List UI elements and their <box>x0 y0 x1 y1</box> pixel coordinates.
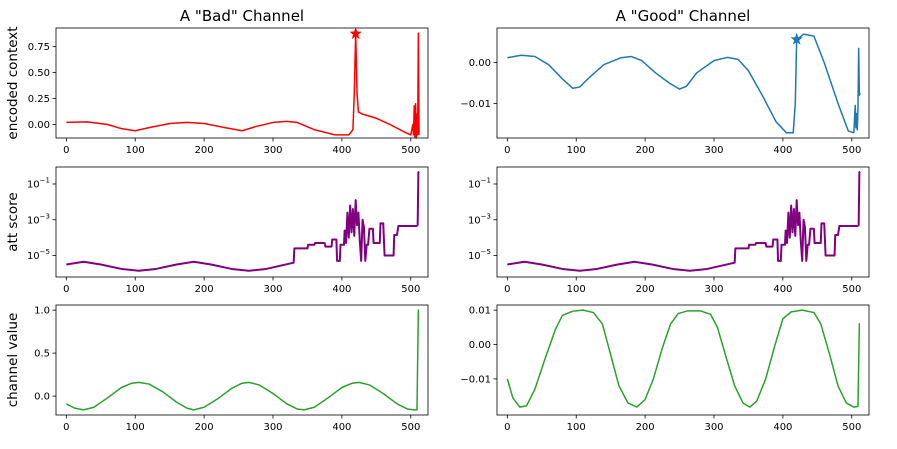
series-line <box>506 309 861 408</box>
series-line <box>66 32 420 139</box>
series-line <box>507 33 861 134</box>
x-tick-label: 100 <box>567 284 586 295</box>
x-tick-label: 500 <box>842 284 861 295</box>
axes-frame <box>496 304 870 416</box>
y-tick-label: 1.0 <box>34 306 50 317</box>
y-tick-label: 0.75 <box>28 42 50 53</box>
x-tick-label: 0 <box>63 145 69 156</box>
x-tick-label: 500 <box>401 145 420 156</box>
x-tick-label: 100 <box>126 145 145 156</box>
y-tick-label: 10−3 <box>27 212 50 226</box>
y-tick-label: 0.25 <box>28 94 50 105</box>
x-tick-label: 0 <box>504 145 510 156</box>
x-tick-label: 500 <box>842 145 861 156</box>
x-tick-label: 400 <box>332 145 351 156</box>
y-tick-label: 0.00 <box>28 120 50 131</box>
y-tick-label: 0.0 <box>34 392 50 403</box>
chart-top-left: 0 100 200 300 400 500 0.00 0.25 0.50 0.75 A "Bad" … <box>5 7 429 156</box>
star-marker <box>790 32 803 45</box>
y-tick-label: 10−5 <box>468 248 491 262</box>
chart-bottom-left: 0 100 200 300 400 500 0.0 0.5 1.0 channel value <box>5 304 429 433</box>
series-line <box>65 309 420 411</box>
x-tick-label: 100 <box>126 284 145 295</box>
x-tick-label: 300 <box>704 145 723 156</box>
x-tick-label: 500 <box>842 422 861 433</box>
x-tick-label: 400 <box>332 284 351 295</box>
axes-frame <box>55 27 429 139</box>
x-tick-label: 200 <box>636 422 655 433</box>
chart-title: A "Good" Channel <box>616 7 751 25</box>
chart-middle-left: 0 100 200 300 400 500 10−1 10−3 10−5 att score <box>5 166 429 295</box>
y-tick-label: 0.00 <box>469 340 491 351</box>
x-tick-label: 400 <box>773 284 792 295</box>
x-tick-label: 300 <box>704 422 723 433</box>
x-tick-label: 400 <box>773 145 792 156</box>
y-tick-label: −0.01 <box>460 99 491 110</box>
x-tick-label: 200 <box>636 145 655 156</box>
y-tick-label: 0.50 <box>28 68 50 79</box>
x-tick-label: 0 <box>504 422 510 433</box>
y-tick-label: 0.01 <box>469 306 491 317</box>
x-tick-label: 400 <box>773 422 792 433</box>
star-marker <box>349 27 362 39</box>
x-tick-label: 0 <box>63 284 69 295</box>
axes-frame <box>55 166 429 278</box>
x-tick-label: 300 <box>263 145 282 156</box>
chart-title: A "Bad" Channel <box>180 7 304 25</box>
x-tick-label: 400 <box>332 422 351 433</box>
x-tick-label: 0 <box>63 422 69 433</box>
y-tick-label: −0.01 <box>460 374 491 385</box>
y-tick-label: 10−1 <box>27 176 50 190</box>
x-tick-label: 200 <box>195 284 214 295</box>
x-tick-label: 200 <box>195 422 214 433</box>
x-tick-label: 100 <box>126 422 145 433</box>
axes-frame <box>496 166 870 278</box>
y-axis-label: encoded context <box>5 26 21 139</box>
chart-bottom-right: 0 100 200 300 400 500 0.01 0.00 −0.01 <box>460 304 870 433</box>
axes-frame <box>55 304 429 416</box>
y-tick-label: 0.00 <box>469 58 491 69</box>
chart-top-right: 0 100 200 300 400 500 0.00 −0.01 A "Good" Channe… <box>460 7 870 156</box>
y-tick-label: 0.5 <box>34 349 50 360</box>
x-tick-label: 500 <box>401 284 420 295</box>
axes-frame <box>496 27 870 139</box>
y-axis-label: att score <box>5 192 21 251</box>
x-tick-label: 200 <box>195 145 214 156</box>
x-tick-label: 100 <box>567 422 586 433</box>
y-tick-label: 10−5 <box>27 248 50 262</box>
series-line <box>66 170 420 272</box>
chart-middle-right: 0 100 200 300 400 500 10−1 10−3 10−5 <box>468 166 870 295</box>
x-tick-label: 300 <box>263 422 282 433</box>
x-tick-label: 300 <box>704 284 723 295</box>
y-tick-label: 10−3 <box>468 212 491 226</box>
y-tick-label: 10−1 <box>468 176 491 190</box>
x-tick-label: 0 <box>504 284 510 295</box>
x-tick-label: 200 <box>636 284 655 295</box>
x-tick-label: 300 <box>263 284 282 295</box>
x-tick-label: 500 <box>401 422 420 433</box>
x-tick-label: 100 <box>567 145 586 156</box>
y-axis-label: channel value <box>5 313 21 408</box>
series-line <box>507 170 861 272</box>
